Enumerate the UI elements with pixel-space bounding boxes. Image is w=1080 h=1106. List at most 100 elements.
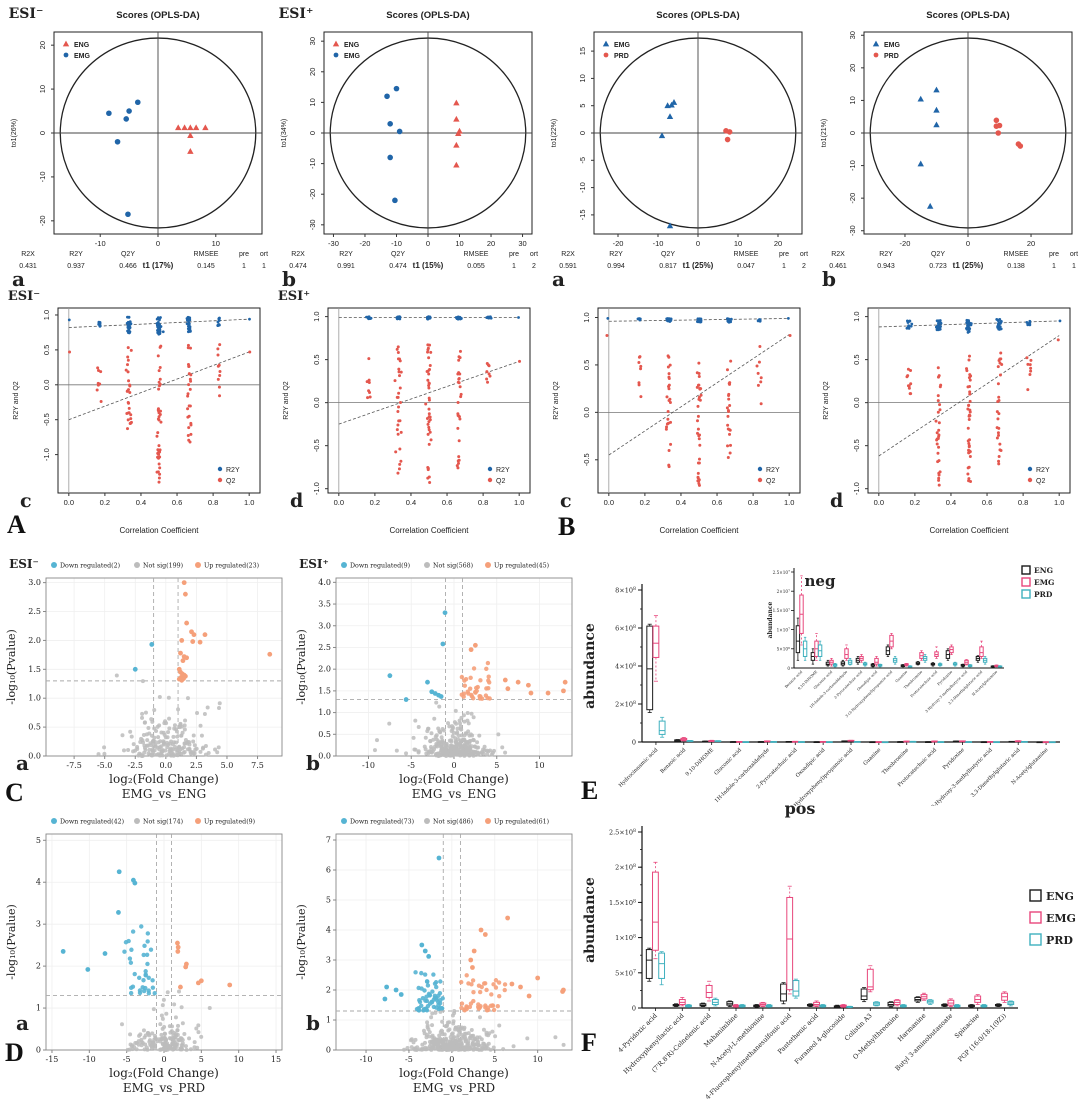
- svg-text:0.431: 0.431: [19, 263, 37, 270]
- svg-text:0.0: 0.0: [42, 380, 51, 390]
- svg-text:3: 3: [36, 920, 41, 929]
- volcano-esipos-emg-vs-eng: ESI⁺ Down regulated(9) Not sig(568) Up regu…: [295, 557, 573, 801]
- svg-text:-30: -30: [328, 239, 339, 248]
- svg-text:a: a: [16, 1011, 29, 1035]
- svg-text:6: 6: [326, 866, 331, 875]
- svg-text:ort: ort: [530, 251, 538, 258]
- svg-text:1.0: 1.0: [582, 312, 591, 322]
- svg-text:0.6: 0.6: [712, 498, 722, 507]
- perm-legend: R2Y Q2: [217, 466, 240, 485]
- svg-text:1: 1: [512, 263, 516, 270]
- svg-text:0: 0: [632, 1005, 636, 1013]
- svg-text:t1 (17%): t1 (17%): [143, 261, 174, 270]
- svg-text:0.055: 0.055: [467, 263, 485, 270]
- svg-text:1.5: 1.5: [318, 686, 331, 695]
- section-letter-D: D: [5, 1038, 24, 1067]
- svg-text:Benzoic acid: Benzoic acid: [659, 747, 687, 775]
- svg-text:Protocatechuic acid: Protocatechuic acid: [910, 669, 939, 698]
- svg-text:to1(34%): to1(34%): [281, 119, 288, 147]
- volcano-emg-vs-prd-1: Down regulated(42) Not sig(174) Up regulat…: [5, 818, 283, 1095]
- svg-text:pre: pre: [509, 251, 519, 258]
- svg-text:20: 20: [1027, 239, 1035, 248]
- svg-text:O-Methylthreonine: O-Methylthreonine: [851, 1012, 900, 1061]
- svg-text:ort: ort: [800, 251, 808, 258]
- svg-text:Up regulated(45): Up regulated(45): [494, 563, 549, 570]
- box-legend: ENG EMG PRD: [1021, 565, 1054, 599]
- svg-text:0.474: 0.474: [389, 263, 407, 270]
- svg-text:ESI⁺: ESI⁺: [279, 6, 314, 22]
- svg-text:Down regulated(9): Down regulated(9): [350, 563, 410, 570]
- volcano-plot-d-a: Down regulated(42) Not sig(174) Up regulat…: [2, 812, 290, 1104]
- svg-text:a: a: [12, 267, 25, 288]
- svg-text:2×108: 2×108: [615, 700, 636, 709]
- svg-text:log₂(Fold Change): log₂(Fold Change): [399, 1066, 509, 1080]
- svg-text:to1(22%): to1(22%): [551, 119, 558, 147]
- svg-text:0.4: 0.4: [136, 498, 146, 507]
- svg-text:1.0: 1.0: [312, 311, 321, 321]
- svg-text:0: 0: [156, 239, 160, 248]
- volcano-emg-vs-prd-2: Down regulated(73) Not sig(486) Up regulat…: [295, 818, 573, 1095]
- svg-text:2.5×107: 2.5×107: [773, 569, 791, 575]
- volcano-plot-c-b: ESI⁺ Down regulated(9) Not sig(568) Up regu…: [292, 556, 580, 810]
- svg-text:Not sig(199): Not sig(199): [143, 563, 183, 570]
- svg-text:PRD: PRD: [1046, 934, 1073, 947]
- svg-text:20: 20: [487, 239, 495, 248]
- svg-text:1: 1: [242, 263, 246, 270]
- svg-text:a: a: [552, 267, 565, 288]
- opls-score-emg-prd-1: Scores (OPLS-DA) -20 -10 0 10 20 -15 -10 -5 0 5 10 1…: [551, 10, 808, 291]
- svg-text:0.8: 0.8: [748, 498, 758, 507]
- svg-text:20: 20: [774, 239, 782, 248]
- svg-text:-20: -20: [613, 239, 624, 248]
- svg-text:0.2: 0.2: [100, 498, 110, 507]
- svg-text:EMG: EMG: [344, 53, 361, 60]
- svg-text:-5: -5: [578, 157, 587, 164]
- svg-text:3,3-Dimethylglutaric acid: 3,3-Dimethylglutaric acid: [970, 747, 1022, 799]
- svg-text:R2Y: R2Y: [496, 467, 510, 474]
- svg-text:6×108: 6×108: [615, 624, 636, 633]
- svg-text:0: 0: [966, 239, 970, 248]
- opls-score-plot-2: ESI⁺ Scores (OPLS-DA) -30 -20 -10 0 10 20 30 -30-…: [272, 2, 540, 291]
- svg-text:-10: -10: [653, 239, 664, 248]
- permutation-esipos: ESI⁺ 0.0 0.2 0.4 0.6 0.8 1.0 -1.0 -0.5 0.0 0.5 1.0 R…: [278, 289, 531, 535]
- svg-text:ENG: ENG: [1034, 566, 1053, 575]
- svg-text:EMG: EMG: [74, 53, 91, 60]
- perm-legend: R2Y Q2: [757, 466, 780, 485]
- svg-text:R2X: R2X: [291, 251, 305, 258]
- svg-text:2.0: 2.0: [318, 665, 331, 674]
- svg-text:4: 4: [36, 878, 41, 887]
- svg-text:Scores (OPLS-DA): Scores (OPLS-DA): [926, 10, 1009, 21]
- svg-text:0.5: 0.5: [312, 354, 321, 364]
- box-legend: ENG EMG PRD: [1029, 889, 1076, 947]
- svg-text:2×107: 2×107: [777, 588, 791, 594]
- volcano-legend: Down regulated(2) Not sig(199) Up regulate…: [51, 562, 259, 570]
- svg-text:0: 0: [632, 739, 636, 747]
- svg-text:-10: -10: [38, 171, 47, 182]
- svg-text:0.5: 0.5: [852, 354, 861, 364]
- svg-text:a: a: [16, 751, 29, 775]
- svg-text:-log₁₀(Pvalue): -log₁₀(Pvalue): [5, 629, 18, 705]
- svg-text:ENG: ENG: [74, 42, 90, 49]
- svg-text:Scores (OPLS-DA): Scores (OPLS-DA): [116, 10, 199, 21]
- svg-text:0.8: 0.8: [208, 498, 218, 507]
- svg-text:10: 10: [734, 239, 742, 248]
- svg-text:R2Y: R2Y: [226, 467, 240, 474]
- svg-text:0.6: 0.6: [442, 498, 452, 507]
- svg-text:-1.0: -1.0: [312, 482, 321, 495]
- svg-text:0.4: 0.4: [406, 498, 416, 507]
- boxplot-neg-panel: 0 2×108 4×108 6×108 8×108 abundance Hydrocinna…: [578, 556, 1080, 817]
- svg-text:10: 10: [308, 98, 317, 106]
- svg-text:PRD: PRD: [884, 53, 899, 60]
- svg-text:-0.5: -0.5: [582, 453, 591, 466]
- svg-text:3.5: 3.5: [318, 600, 331, 609]
- svg-text:0.8: 0.8: [1018, 498, 1028, 507]
- svg-text:5: 5: [326, 896, 331, 905]
- svg-text:0: 0: [848, 131, 857, 135]
- svg-text:1.0: 1.0: [1054, 498, 1064, 507]
- svg-text:3.0: 3.0: [28, 578, 41, 587]
- svg-text:pre: pre: [239, 251, 249, 258]
- svg-text:-5.0: -5.0: [97, 761, 112, 770]
- permutation-plot-4: 0.0 0.2 0.4 0.6 0.8 1.0 -1.0 -0.5 0.0 0.5 1.0 R2Y a…: [812, 288, 1080, 556]
- svg-text:1: 1: [1052, 263, 1056, 270]
- svg-text:to1(21%): to1(21%): [821, 119, 828, 147]
- svg-text:Not sig(568): Not sig(568): [433, 563, 473, 570]
